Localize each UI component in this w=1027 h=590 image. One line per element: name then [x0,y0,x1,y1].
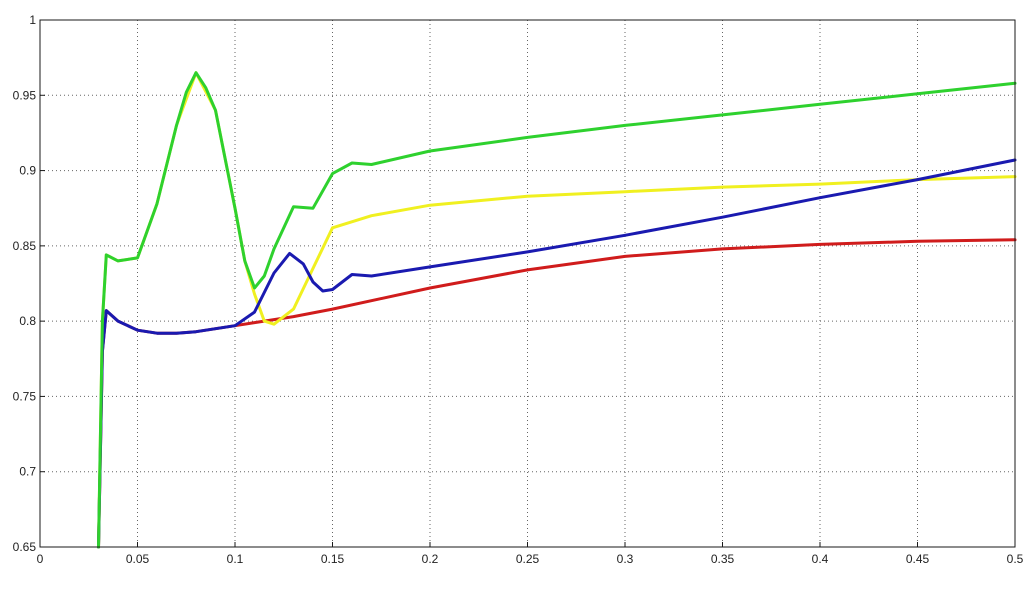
series-layer [97,71,1017,549]
series-line-3 [97,71,1017,549]
plot-background [40,20,1015,547]
x-tick-label: 0.05 [126,552,150,566]
y-tick-label: 0.7 [19,465,36,479]
x-tick-label: 0.25 [516,552,540,566]
x-tick-label: 0.3 [617,552,634,566]
x-tick-label: 0 [37,552,44,566]
y-tick-label: 0.75 [13,389,37,403]
x-tick-label: 0.35 [711,552,735,566]
series-line-2 [97,158,1017,549]
y-tick-label: 0.95 [13,88,37,102]
y-tick-label: 0.65 [13,540,37,554]
grid-layer [40,20,1015,547]
x-tick-label: 0.1 [227,552,244,566]
x-tick-label: 0.15 [321,552,345,566]
y-tick-label: 0.85 [13,239,37,253]
x-tick-label: 0.5 [1007,552,1024,566]
x-tick-label: 0.2 [422,552,439,566]
y-tick-label: 0.8 [19,314,36,328]
y-tick-label: 1 [29,13,36,27]
tick-layer: 0 0.05 0.1 0.15 0.2 0.25 0.3 0.35 0.4 0.45 0.5 0.65… [13,13,1024,566]
x-tick-label: 0.4 [812,552,829,566]
x-tick-label: 0.45 [906,552,930,566]
y-tick-label: 0.9 [19,164,36,178]
